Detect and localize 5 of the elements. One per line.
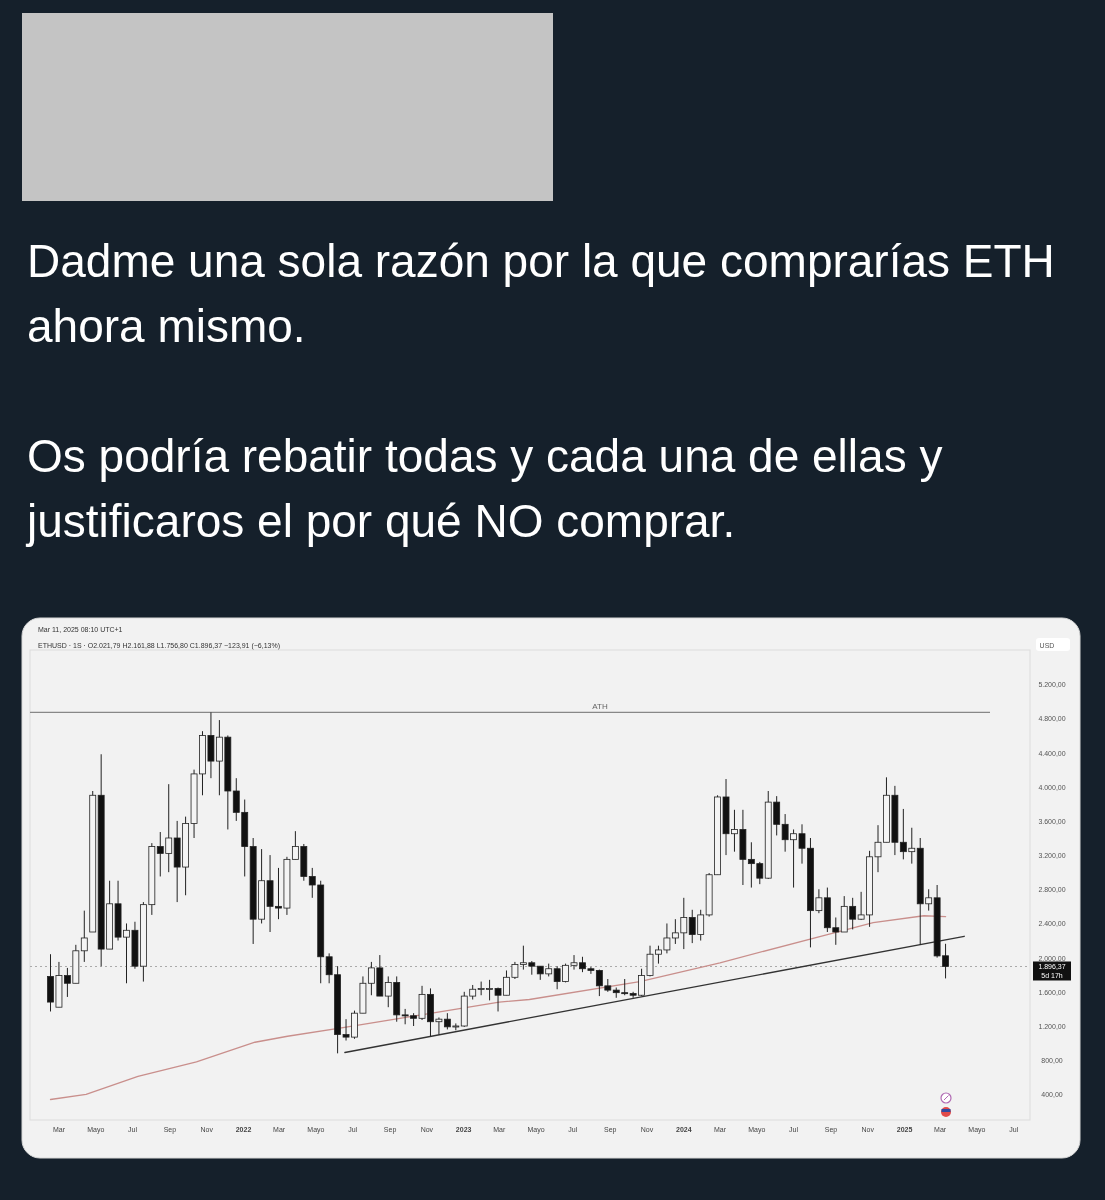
candlestick xyxy=(80,910,88,963)
chart-title: Dadme una sola razón por la que comprarías ETH ahora mismo. xyxy=(27,235,1055,352)
ref-line-label: ATH xyxy=(592,702,608,712)
line-series xyxy=(49,915,947,1101)
chart-subtitle: Os podría rebatir todas y cada una de ellas y justificaros el por qué NO comprar. xyxy=(25,430,943,547)
